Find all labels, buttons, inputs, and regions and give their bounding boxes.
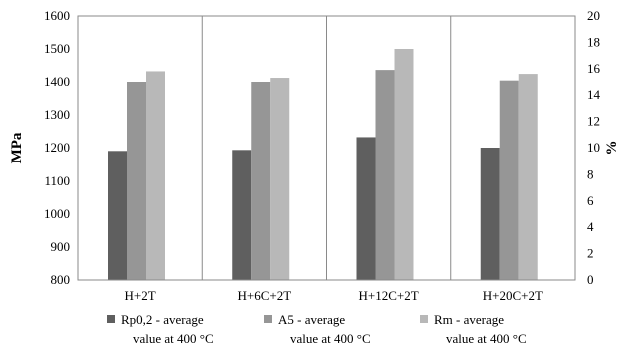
legend-label: A5 - average: [278, 312, 345, 327]
y-tick-label: 1300: [44, 107, 70, 122]
bar-group: [108, 49, 538, 281]
y-axis-ticks: 800 900 1000 1100 1200 1300 1400 1500 1600: [44, 8, 70, 287]
bar: [146, 71, 165, 280]
y-tick-label: 1200: [44, 140, 70, 155]
legend-swatch: [420, 315, 428, 323]
y2-tick-label: 8: [587, 166, 594, 181]
y2-tick-label: 10: [587, 140, 600, 155]
y-tick-label: 800: [51, 272, 71, 287]
legend-label: Rp0,2 - average: [121, 312, 204, 327]
bar: [480, 148, 500, 280]
y-axis-title: MPa: [9, 132, 25, 163]
plot-frame: [77, 15, 576, 281]
legend-label: value at 400 °C: [446, 331, 527, 346]
y2-tick-label: 14: [587, 87, 601, 102]
y2-axis-title: %: [604, 141, 620, 156]
legend-label: value at 400 °C: [133, 331, 214, 346]
y-tick-label: 1100: [44, 173, 70, 188]
y-tick-label: 1600: [44, 8, 70, 23]
legend-swatch: [264, 315, 272, 323]
bar: [394, 49, 414, 280]
x-tick-label: H+12C+2T: [359, 288, 419, 303]
y2-tick-label: 16: [587, 61, 601, 76]
y-tick-label: 1000: [44, 206, 70, 221]
y2-tick-label: 12: [587, 114, 600, 129]
y2-tick-label: 6: [587, 193, 594, 208]
x-tick-label: H+2T: [125, 288, 156, 303]
x-tick-label: H+20C+2T: [483, 288, 543, 303]
bar: [251, 82, 271, 280]
x-axis-ticks: H+2T H+6C+2T H+12C+2T H+20C+2T: [125, 288, 543, 303]
bar: [518, 74, 538, 280]
category-separators: [201, 16, 452, 280]
y2-tick-label: 0: [587, 272, 594, 287]
legend-label: value at 400 °C: [290, 331, 371, 346]
bar: [270, 78, 290, 280]
y2-tick-label: 4: [587, 219, 594, 234]
y-tick-label: 1400: [44, 74, 70, 89]
bar: [108, 151, 127, 280]
legend-swatch: [107, 315, 115, 323]
x-tick-label: H+6C+2T: [238, 288, 292, 303]
bar: [127, 82, 146, 280]
y2-axis-ticks: 0 2 4 6 8 10 12 14 16 18 20: [587, 8, 601, 287]
y2-tick-label: 2: [587, 246, 594, 261]
bar: [232, 150, 252, 280]
legend: Rp0,2 - average value at 400 °C A5 - avera…: [107, 312, 527, 346]
legend-label: Rm - average: [434, 312, 504, 327]
bar: [356, 137, 376, 280]
bar: [499, 80, 519, 281]
y-tick-label: 900: [51, 239, 71, 254]
bar: [375, 70, 395, 281]
y2-tick-label: 18: [587, 34, 600, 49]
y2-tick-label: 20: [587, 8, 600, 23]
y-tick-label: 1500: [44, 41, 70, 56]
